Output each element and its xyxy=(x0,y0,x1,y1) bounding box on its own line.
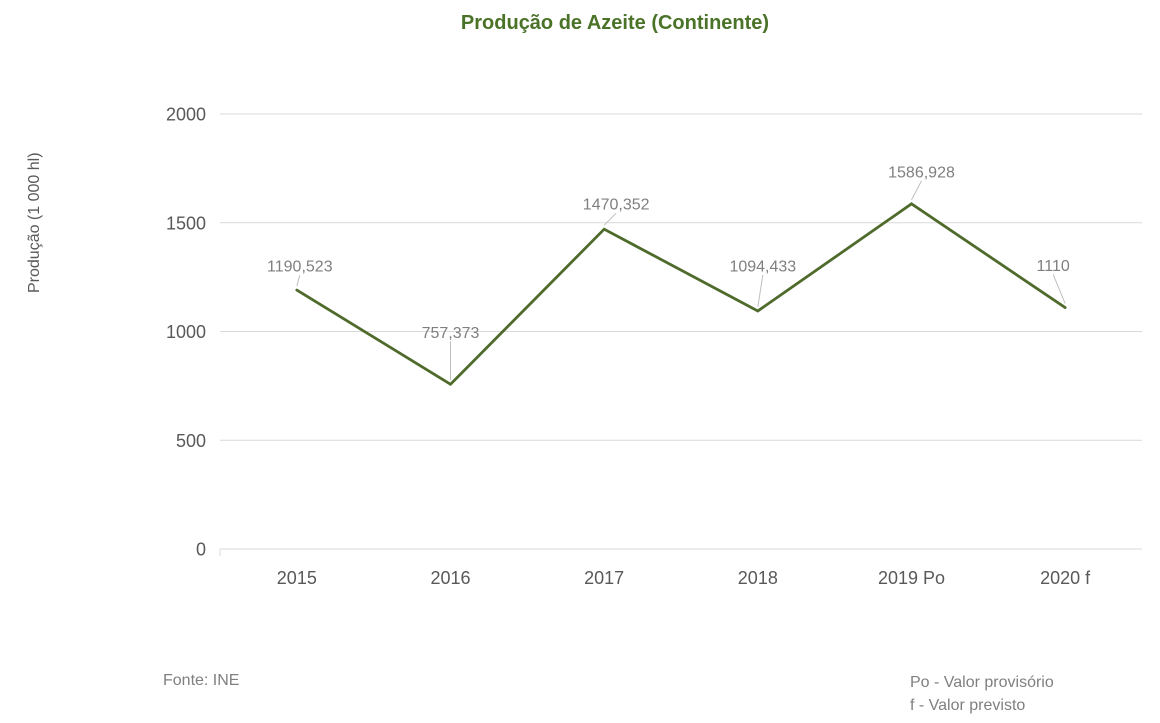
y-tick-label: 500 xyxy=(176,431,206,451)
footnotes: Po - Valor provisório f - Valor previsto xyxy=(910,671,1054,717)
x-tick-label: 2018 xyxy=(738,568,778,588)
data-point-label: 1110 xyxy=(1037,258,1070,275)
footnote-provisional: Po - Valor provisório xyxy=(910,674,1054,691)
chart-title: Produção de Azeite (Continente) xyxy=(460,12,770,34)
data-point-label: 1470,352 xyxy=(583,197,650,214)
y-tick-label: 0 xyxy=(196,540,206,560)
y-tick-label: 1500 xyxy=(166,213,206,233)
y-tick-label: 2000 xyxy=(166,105,206,125)
data-label-leader xyxy=(603,212,617,226)
x-tick-label: 2020 f xyxy=(1040,568,1091,588)
source-note: Fonte: INE xyxy=(163,672,240,689)
data-label-leader xyxy=(757,274,764,308)
data-point-label: 1586,928 xyxy=(888,164,955,181)
data-label-leader xyxy=(296,274,301,287)
footnote-forecast: f - Valor previsto xyxy=(910,697,1026,714)
x-tick-label: 2016 xyxy=(430,568,470,588)
x-tick-label: 2015 xyxy=(277,568,317,588)
data-label-leader xyxy=(911,180,922,201)
data-series-line xyxy=(295,202,1067,387)
line-chart-plot: 0 500 1000 1500 2000 2015 2016 2017 2018 2019 Po 2… xyxy=(166,105,1142,588)
x-tick-label: 2017 xyxy=(584,568,624,588)
x-tick-label: 2019 Po xyxy=(878,568,945,588)
data-point-label: 1190,523 xyxy=(267,259,333,276)
y-tick-label: 1000 xyxy=(166,322,206,342)
data-point-label: 1094,433 xyxy=(729,258,796,275)
data-label-leader xyxy=(1052,274,1066,304)
data-point-label: 757,373 xyxy=(422,325,480,342)
